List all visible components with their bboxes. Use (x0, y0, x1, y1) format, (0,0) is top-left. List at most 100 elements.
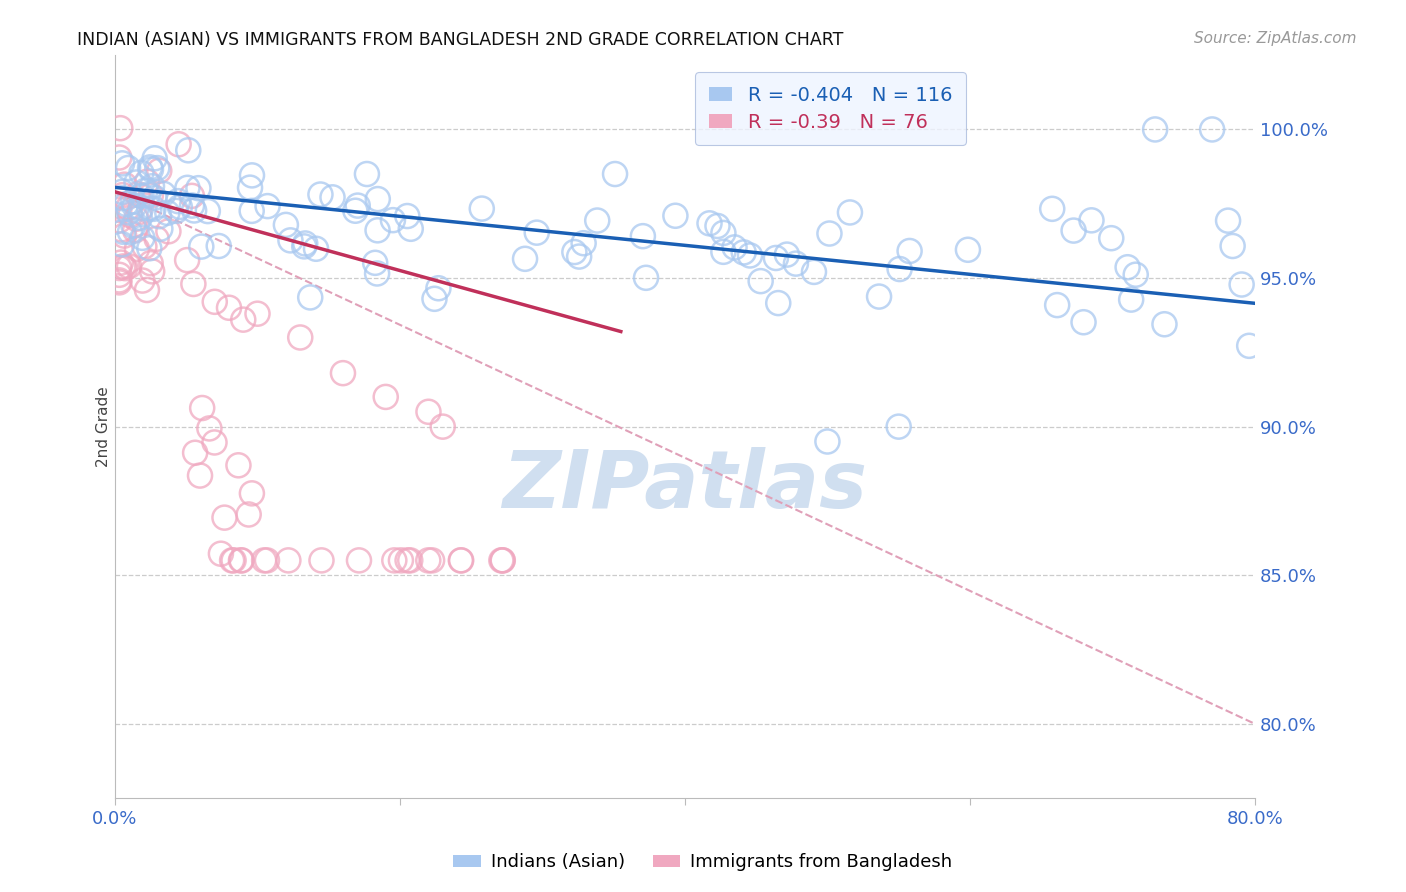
Point (382, 553, 405, 567)
Point (364, 256, 387, 270)
Point (208, 239, 231, 253)
Point (1230, 277, 1253, 292)
Point (152, 186, 174, 201)
Point (221, 553, 243, 567)
Point (420, 553, 443, 567)
Point (432, 419, 454, 434)
Point (209, 547, 232, 561)
Point (176, 181, 198, 195)
Point (127, 187, 149, 202)
Point (513, 252, 536, 266)
Point (228, 458, 250, 473)
Point (240, 203, 263, 218)
Point (124, 223, 146, 237)
Point (149, 221, 172, 235)
Point (311, 553, 333, 567)
Point (125, 242, 148, 256)
Point (346, 198, 368, 212)
Point (112, 228, 135, 243)
Point (253, 553, 276, 567)
Point (366, 267, 388, 281)
Point (733, 245, 755, 260)
Point (568, 250, 591, 264)
Point (204, 435, 226, 450)
Point (418, 553, 440, 567)
Point (277, 553, 299, 567)
Point (471, 202, 494, 216)
Point (1144, 122, 1167, 136)
Point (165, 203, 187, 218)
Point (818, 227, 841, 241)
Point (427, 281, 450, 295)
Point (108, 202, 131, 217)
Point (898, 244, 921, 258)
Point (156, 206, 179, 220)
Legend: Indians (Asian), Immigrants from Bangladesh: Indians (Asian), Immigrants from Banglad… (446, 847, 960, 879)
Point (491, 553, 513, 567)
Point (110, 121, 132, 136)
Point (218, 301, 240, 315)
Point (108, 268, 131, 282)
Point (280, 233, 302, 247)
Point (491, 553, 513, 567)
Point (347, 553, 370, 567)
Point (240, 486, 263, 500)
Point (145, 232, 167, 246)
Point (1099, 231, 1122, 245)
Point (711, 244, 734, 259)
Point (143, 191, 166, 205)
Point (110, 255, 132, 269)
Point (141, 179, 163, 194)
Point (190, 239, 212, 253)
Point (108, 260, 131, 275)
Point (305, 242, 328, 256)
Point (356, 167, 378, 181)
Point (183, 277, 205, 291)
Text: INDIAN (ASIAN) VS IMMIGRANTS FROM BANGLADESH 2ND GRADE CORRELATION CHART: INDIAN (ASIAN) VS IMMIGRANTS FROM BANGLA… (77, 31, 844, 49)
Point (240, 169, 263, 183)
Point (108, 213, 131, 227)
Point (713, 226, 735, 240)
Point (1237, 339, 1260, 353)
Point (367, 223, 389, 237)
Point (889, 262, 911, 277)
Point (131, 166, 153, 180)
Point (121, 194, 143, 209)
Point (136, 187, 159, 202)
Point (108, 151, 131, 165)
Point (887, 419, 910, 434)
Point (118, 225, 141, 239)
Point (118, 260, 141, 274)
Point (776, 247, 799, 261)
Point (129, 202, 152, 216)
Point (112, 260, 135, 274)
Point (108, 276, 131, 290)
Point (418, 405, 440, 419)
Point (1040, 202, 1063, 216)
Point (367, 192, 389, 206)
Point (180, 189, 202, 203)
Point (184, 446, 207, 460)
Point (120, 208, 142, 222)
Point (139, 188, 162, 202)
Point (139, 161, 162, 175)
Point (214, 510, 236, 524)
Point (222, 553, 245, 567)
Point (139, 256, 162, 270)
Point (139, 162, 162, 177)
Point (176, 253, 198, 268)
Point (572, 236, 595, 251)
Point (118, 205, 141, 219)
Point (110, 222, 132, 236)
Point (124, 199, 146, 213)
Point (309, 187, 332, 202)
Point (146, 161, 169, 175)
Point (256, 553, 278, 567)
Point (136, 283, 159, 297)
Point (111, 156, 134, 170)
Point (256, 199, 278, 213)
Point (1063, 224, 1085, 238)
Point (231, 553, 253, 567)
Point (815, 434, 838, 449)
Point (956, 243, 979, 257)
